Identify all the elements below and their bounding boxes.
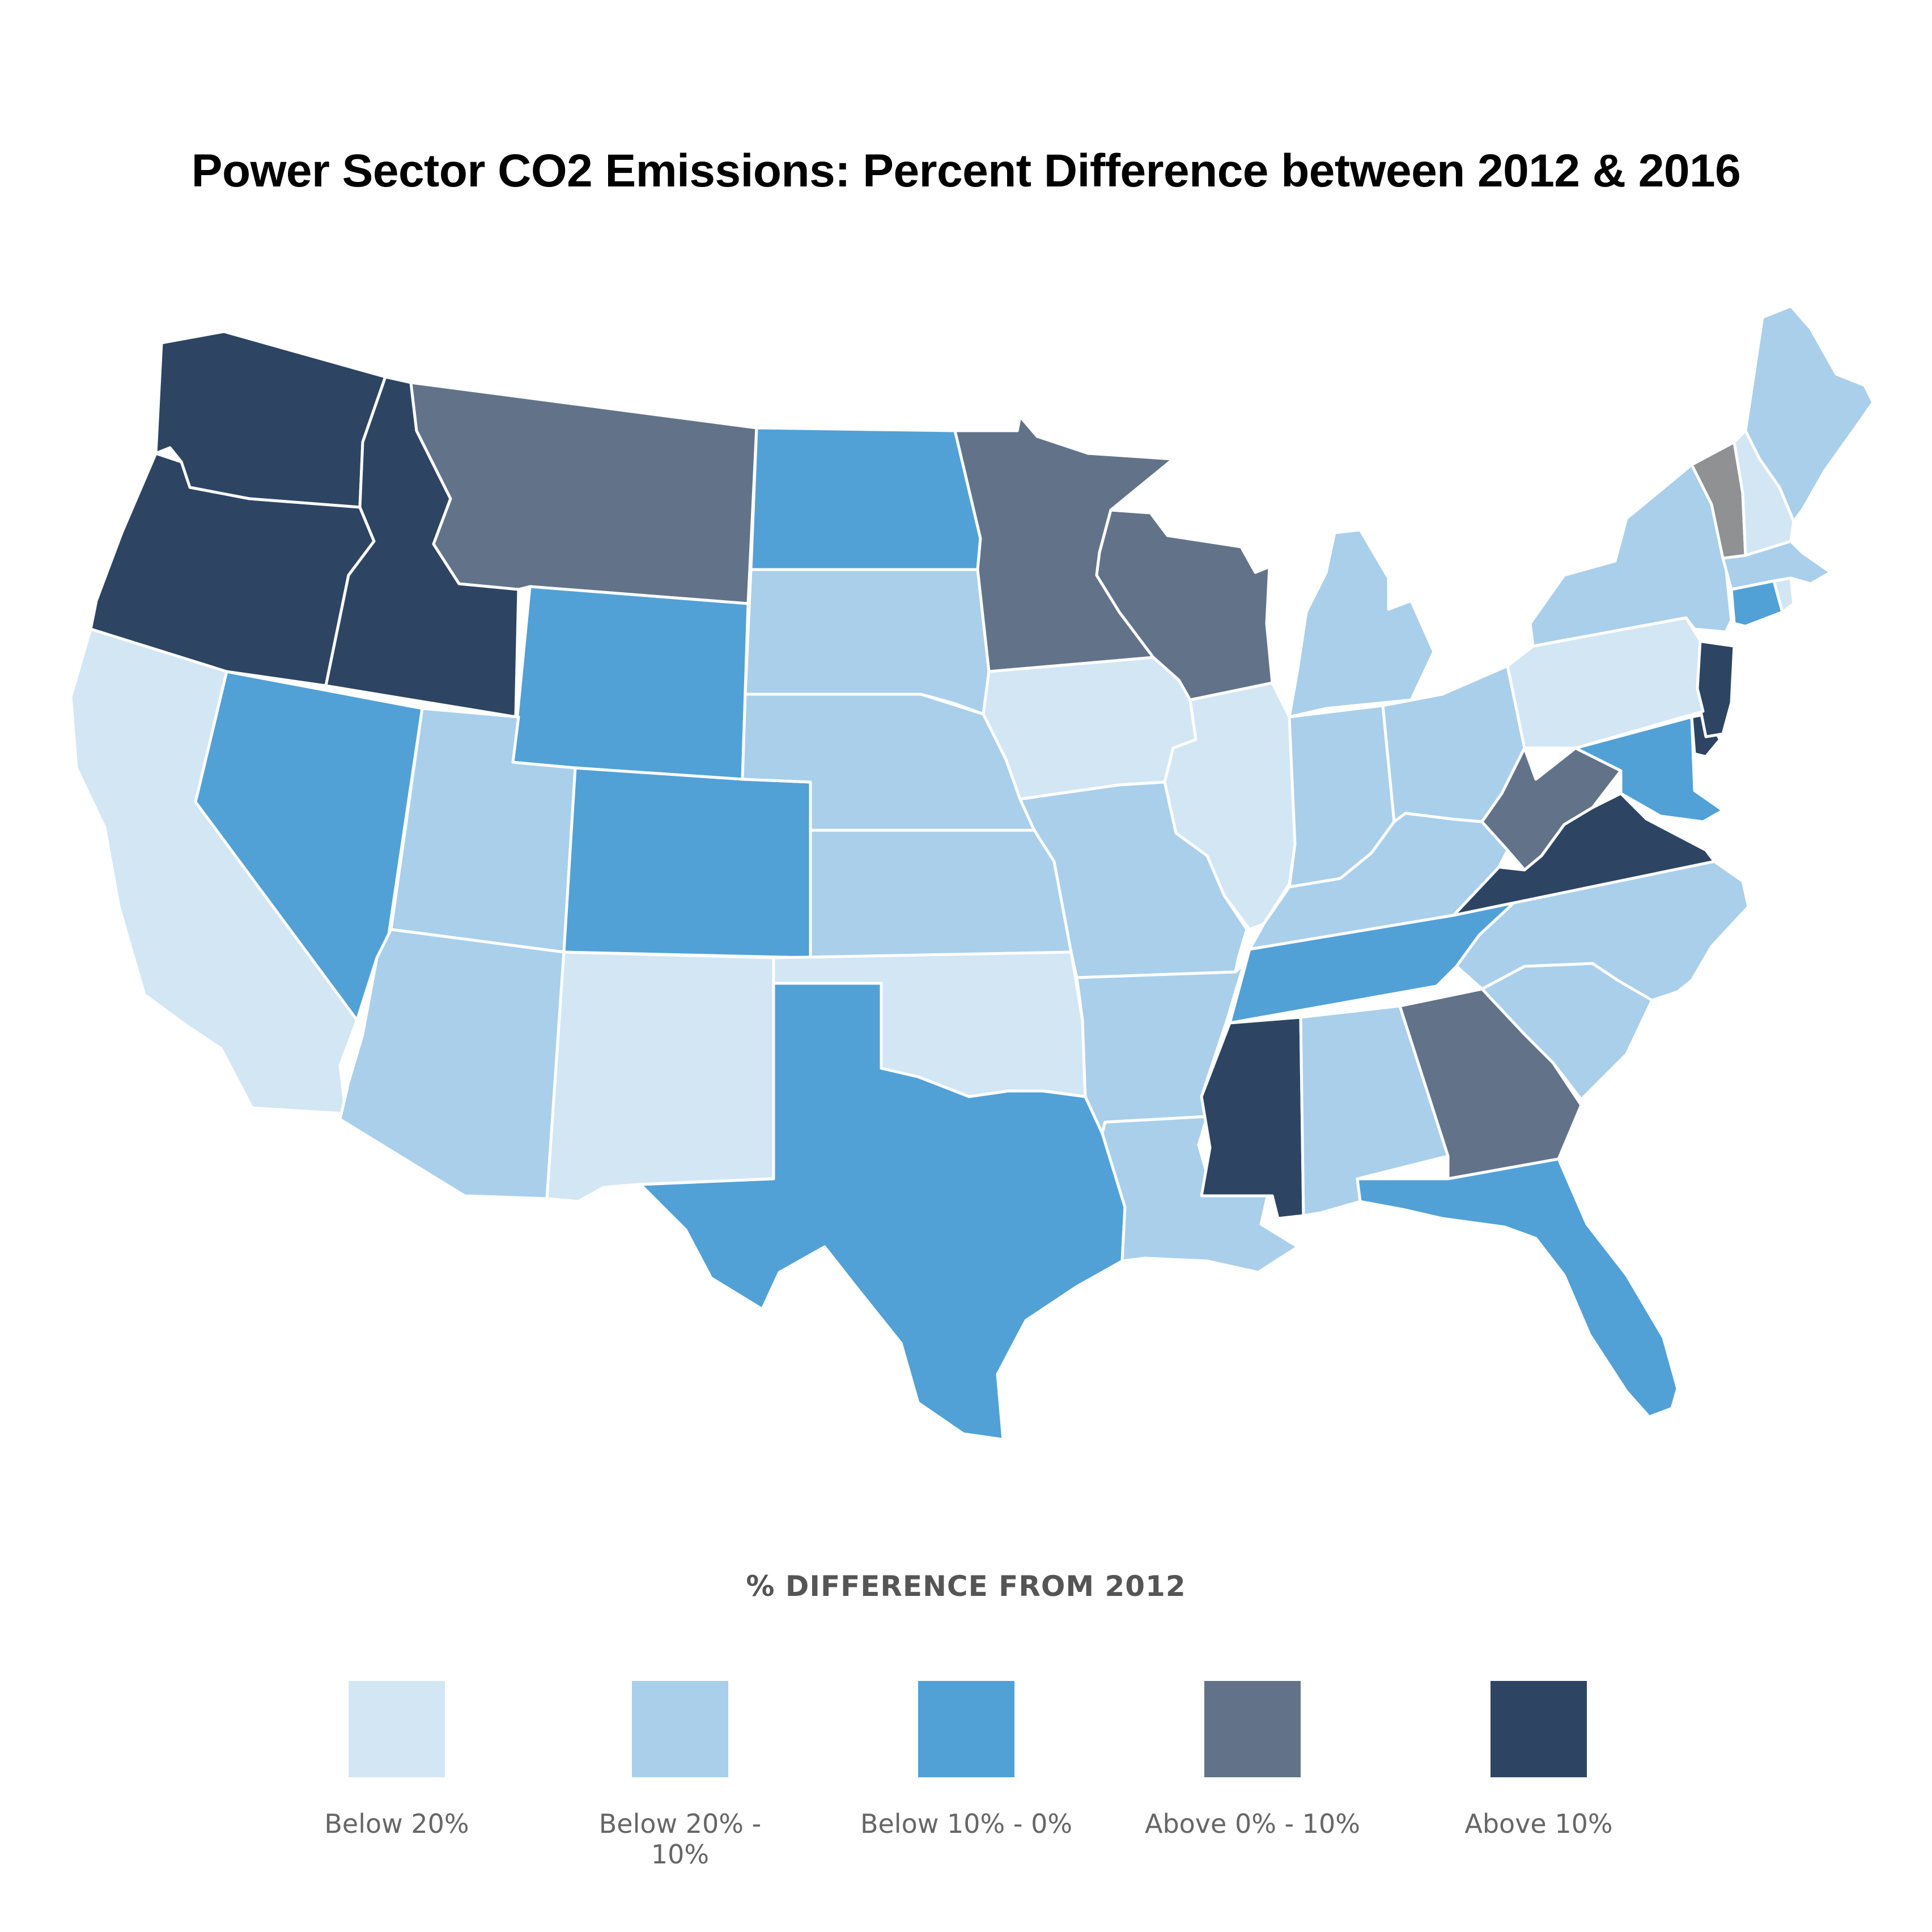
- map-title: Power Sector CO2 Emissions: Percent Diff…: [191, 145, 1741, 197]
- state-wyoming[interactable]: [511, 585, 750, 781]
- state-maine[interactable]: [1744, 304, 1875, 523]
- legend-item-below-20: Below 20%: [283, 1681, 510, 1839]
- state-louisiana[interactable]: [1101, 1115, 1300, 1274]
- legend-label: Below 20%: [324, 1808, 469, 1839]
- state-washington[interactable]: [154, 330, 387, 509]
- state-north-dakota[interactable]: [749, 426, 982, 571]
- state-texas[interactable]: [639, 982, 1127, 1441]
- legend-item-below-10-0: Below 10% - 0%: [853, 1681, 1080, 1839]
- legend-swatch: [1204, 1681, 1301, 1777]
- legend-item-above-0-10: Above 0% - 10%: [1139, 1681, 1366, 1839]
- state-south-dakota[interactable]: [744, 568, 991, 716]
- legend-label: Above 10%: [1464, 1808, 1613, 1839]
- state-florida[interactable]: [1356, 1157, 1679, 1419]
- state-arizona[interactable]: [338, 928, 566, 1200]
- legend-label: Above 0% - 10%: [1144, 1808, 1361, 1839]
- legend-item-above-10: Above 10%: [1425, 1681, 1652, 1839]
- legend-swatch: [918, 1681, 1014, 1777]
- state-new-york[interactable]: [1528, 463, 1733, 648]
- legend-swatch: [1491, 1681, 1587, 1777]
- state-new-mexico[interactable]: [545, 950, 775, 1203]
- state-michigan[interactable]: [1288, 528, 1436, 719]
- legend-item-below-20-10: Below 20% - 10%: [567, 1681, 793, 1870]
- legend-swatch: [632, 1681, 728, 1777]
- state-virginia[interactable]: [1452, 792, 1716, 917]
- state-iowa[interactable]: [982, 656, 1198, 801]
- legend-label: Below 10% - 0%: [860, 1808, 1073, 1839]
- state-colorado[interactable]: [562, 766, 812, 959]
- legend-title: % DIFFERENCE FROM 2012: [746, 1570, 1186, 1603]
- state-montana[interactable]: [409, 381, 758, 605]
- state-missouri[interactable]: [1018, 780, 1249, 979]
- state-kansas[interactable]: [809, 829, 1073, 959]
- legend-swatch: [349, 1681, 445, 1777]
- legend-label: Below 20% - 10%: [598, 1808, 762, 1870]
